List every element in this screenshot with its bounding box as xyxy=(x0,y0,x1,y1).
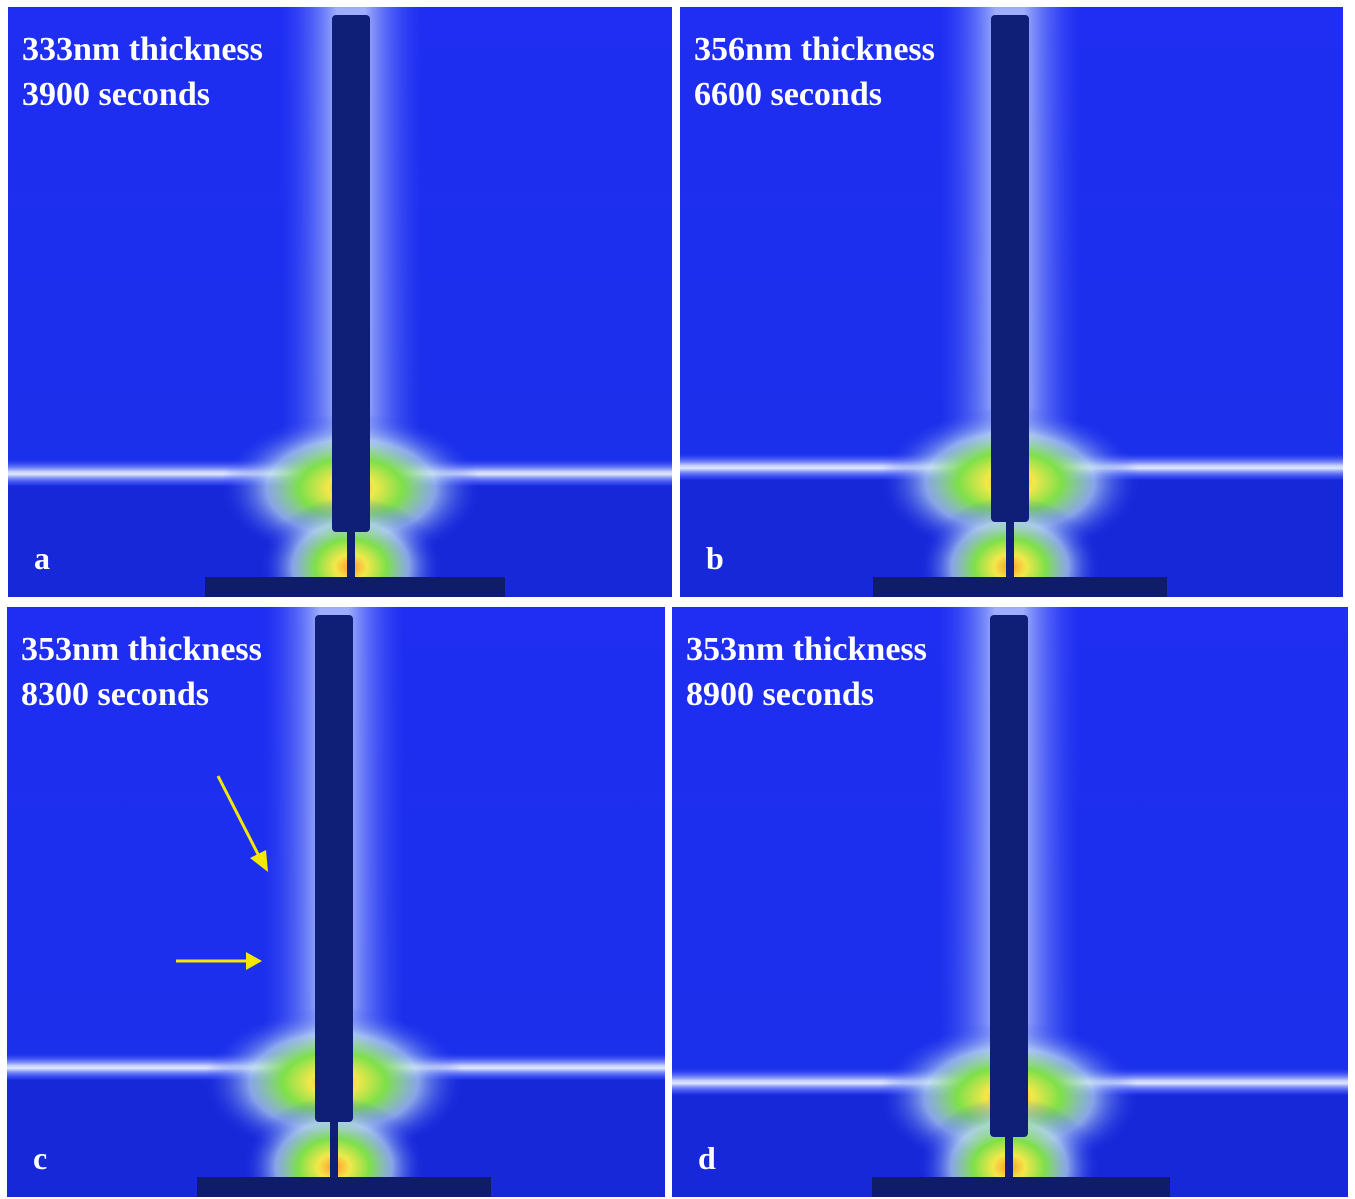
panel: 333nm thickness 3900 seconds a xyxy=(8,7,672,637)
thickness-caption: 353nm thickness xyxy=(686,631,927,668)
panel-label: a xyxy=(34,540,50,576)
beamstop xyxy=(332,15,370,532)
panel: 356nm thickness 6600 seconds b xyxy=(680,7,1343,637)
thickness-caption: 333nm thickness xyxy=(22,31,263,68)
substrate-block xyxy=(197,1177,491,1197)
beamstop xyxy=(991,15,1029,522)
beamstop xyxy=(315,615,353,1122)
substrate-block xyxy=(873,577,1167,597)
thickness-caption: 356nm thickness xyxy=(694,31,935,68)
time-caption: 3900 seconds xyxy=(22,76,210,113)
substrate-block xyxy=(205,577,505,597)
panel: 353nm thickness 8900 seconds d xyxy=(672,607,1348,1199)
substrate-block xyxy=(872,1177,1170,1197)
panel-label: d xyxy=(698,1140,716,1176)
thickness-caption: 353nm thickness xyxy=(21,631,262,668)
time-caption: 8900 seconds xyxy=(686,676,874,713)
panel-label: b xyxy=(706,540,724,576)
beamstop xyxy=(990,615,1028,1137)
time-caption: 6600 seconds xyxy=(694,76,882,113)
panel: 353nm thickness 8300 seconds c xyxy=(7,607,665,1199)
time-caption: 8300 seconds xyxy=(21,676,209,713)
panel-label: c xyxy=(33,1140,47,1176)
figure: 333nm thickness 3900 seconds a 356nm thickn… xyxy=(0,0,1355,1199)
